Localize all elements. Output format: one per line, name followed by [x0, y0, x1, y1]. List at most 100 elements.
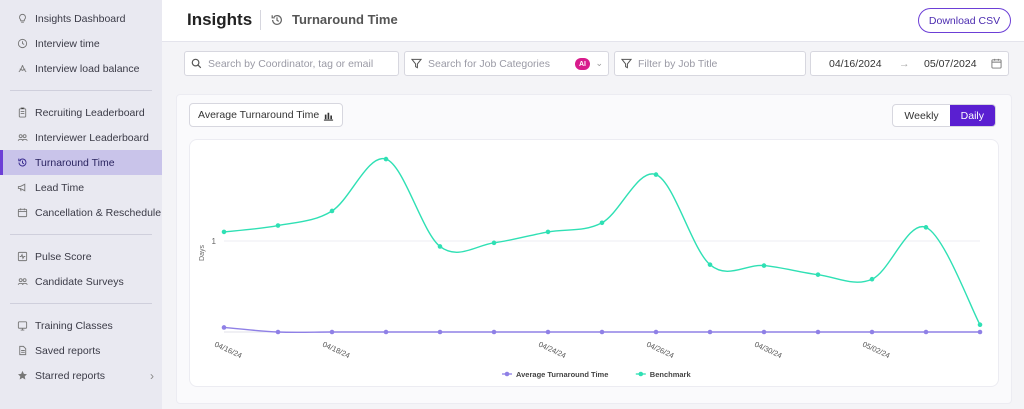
coordinator-search[interactable] [184, 51, 399, 76]
page-subtitle: Turnaround Time [270, 12, 398, 27]
page-subtitle-text: Turnaround Time [292, 12, 398, 27]
x-tick-label: 04/18/24 [321, 340, 351, 360]
date-from[interactable]: 04/16/2024 [829, 58, 882, 70]
ai-badge: AI [575, 58, 590, 70]
data-point-benchmark [869, 276, 875, 282]
x-tick-label: 04/24/24 [537, 340, 567, 360]
coordinator-search-input[interactable] [208, 57, 398, 70]
training-icon [16, 320, 28, 332]
legend-marker [638, 371, 644, 377]
data-point-average-turnaround-time [653, 329, 659, 335]
bar-chart-icon [323, 110, 334, 121]
sidebar-item-training-classes[interactable]: Training Classes [0, 313, 162, 338]
data-point-benchmark [923, 225, 929, 230]
data-point-benchmark [599, 220, 605, 226]
sidebar-item-label: Recruiting Leaderboard [35, 106, 145, 119]
sidebar-group: Training Classes Saved reports Starred rep… [0, 313, 162, 388]
x-tick-label: 05/02/24 [861, 340, 891, 360]
sidebar-item-label: Saved reports [35, 344, 101, 357]
sidebar-item-candidate-surveys[interactable]: Candidate Surveys [0, 269, 162, 294]
megaphone-icon [16, 182, 28, 194]
main-area: Insights Turnaround Time Download CSV AI… [162, 0, 1024, 409]
y-tick-label: 1 [212, 237, 217, 246]
legend-label: Benchmark [650, 370, 692, 379]
sidebar-item-label: Candidate Surveys [35, 275, 124, 288]
document-icon [16, 345, 28, 357]
period-toggle: Weekly Daily [892, 104, 996, 127]
data-point-average-turnaround-time [275, 329, 281, 335]
sidebar-item-lead-time[interactable]: Lead Time [0, 175, 162, 200]
job-category-select[interactable]: AI ⌄ [404, 51, 609, 76]
history-icon [16, 157, 28, 169]
data-point-benchmark [761, 263, 767, 268]
sidebar-item-label: Interview load balance [35, 62, 140, 75]
date-to[interactable]: 05/07/2024 [924, 58, 977, 70]
data-point-average-turnaround-time [545, 329, 551, 335]
sidebar-item-label: Cancellation & Reschedule [35, 206, 162, 219]
scale-icon [16, 63, 28, 75]
sidebar-item-label: Insights Dashboard [35, 12, 126, 25]
toggle-weekly[interactable]: Weekly [904, 109, 939, 122]
job-title-filter[interactable] [614, 51, 806, 76]
filter-bar: AI ⌄ 04/16/2024 → 05/07/2024 [162, 42, 1024, 88]
sidebar-item-label: Turnaround Time [35, 156, 115, 169]
date-range-picker[interactable]: 04/16/2024 → 05/07/2024 [810, 51, 1009, 76]
people-icon [16, 132, 28, 144]
filter-icon [621, 58, 632, 70]
download-csv-button[interactable]: Download CSV [918, 8, 1011, 33]
data-point-average-turnaround-time [329, 329, 335, 335]
sidebar-item-starred-reports[interactable]: Starred reports › [0, 363, 162, 388]
sidebar-group: Recruiting Leaderboard Interviewer Leader… [0, 100, 162, 225]
sidebar-item-pulse-score[interactable]: Pulse Score [0, 244, 162, 269]
date-arrow-icon: → [899, 58, 910, 70]
data-point-benchmark [545, 229, 551, 235]
data-point-benchmark [221, 229, 227, 235]
x-tick-label: 04/16/24 [213, 340, 243, 360]
lightbulb-icon [16, 13, 28, 25]
data-point-benchmark [815, 272, 821, 277]
sidebar-item-interview-time[interactable]: Interview time [0, 31, 162, 56]
sidebar-item-insights-dashboard[interactable]: Insights Dashboard [0, 6, 162, 31]
sidebar-group: Pulse Score Candidate Surveys [0, 244, 162, 294]
data-point-average-turnaround-time [869, 329, 875, 335]
sidebar-item-label: Training Classes [35, 319, 113, 332]
data-point-average-turnaround-time [491, 329, 497, 335]
data-point-average-turnaround-time [221, 325, 227, 330]
sidebar-item-turnaround-time[interactable]: Turnaround Time [0, 150, 162, 175]
sidebar-item-label: Lead Time [35, 181, 85, 194]
search-icon [191, 58, 202, 70]
pulse-icon [16, 251, 28, 263]
sidebar-item-saved-reports[interactable]: Saved reports [0, 338, 162, 363]
y-axis-label: Days [199, 245, 206, 261]
chevron-down-icon: ⌄ [595, 58, 603, 68]
data-point-benchmark [653, 172, 659, 177]
data-point-average-turnaround-time [437, 329, 443, 335]
legend-label: Average Turnaround Time [516, 370, 608, 379]
chart-panel: 1 Days 04/16/24 04/18/24 04/24/24 04/26/24 04/… [189, 139, 999, 387]
page-header: Insights Turnaround Time Download CSV [162, 0, 1024, 42]
sidebar-item-cancellation-and-reschedule[interactable]: Cancellation & Reschedule [0, 200, 162, 225]
data-point-average-turnaround-time [383, 329, 389, 335]
sidebar-item-interviewer-leaderboard[interactable]: Interviewer Leaderboard [0, 125, 162, 150]
calendar-icon [16, 207, 28, 219]
chevron-right-icon[interactable]: › [150, 368, 154, 383]
sidebar-divider [10, 90, 152, 91]
series-line-benchmark [223, 158, 981, 326]
toggle-daily[interactable]: Daily [949, 105, 995, 126]
sidebar-group: Insights Dashboard Interview time Intervie… [0, 0, 162, 81]
job-title-input[interactable] [638, 57, 805, 70]
x-tick-label: 04/30/24 [753, 340, 783, 360]
clock-icon [16, 38, 28, 50]
calendar-icon[interactable] [991, 58, 1002, 72]
sidebar-item-recruiting-leaderboard[interactable]: Recruiting Leaderboard [0, 100, 162, 125]
metric-selector[interactable]: Average Turnaround Time [189, 103, 344, 127]
header-divider [260, 10, 261, 30]
job-category-input[interactable] [428, 57, 608, 70]
metric-label: Average Turnaround Time [198, 109, 320, 121]
survey-icon [16, 276, 28, 288]
sidebar-item-interview-load-balance[interactable]: Interview load balance [0, 56, 162, 81]
sidebar-item-label: Interviewer Leaderboard [35, 131, 149, 144]
data-point-average-turnaround-time [815, 329, 821, 335]
data-point-benchmark [707, 262, 713, 267]
chart-card: Average Turnaround Time Weekly Daily 1 Da… [176, 94, 1012, 404]
